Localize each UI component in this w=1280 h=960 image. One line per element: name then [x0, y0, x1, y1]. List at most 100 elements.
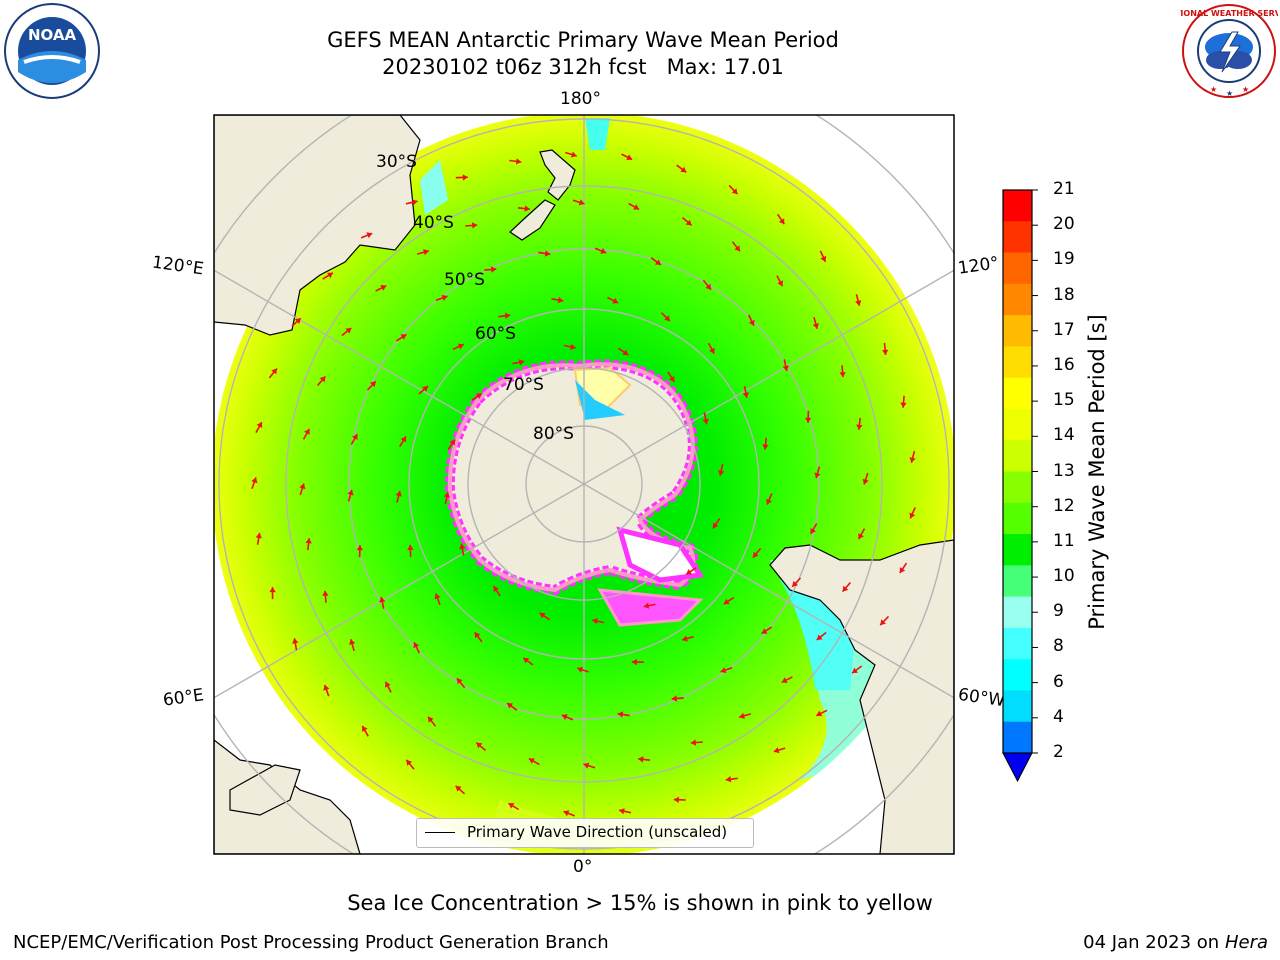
wave-arrow-head [524, 205, 530, 212]
wave-arrow-head [842, 585, 849, 592]
wave-arrow-head [528, 758, 535, 764]
colorbar-cell [1003, 346, 1032, 379]
wave-arrow-head [570, 151, 577, 158]
lon-label-180: 180° [560, 89, 601, 109]
wave-arrow-head [686, 569, 692, 575]
wave-arrow-head [504, 312, 511, 319]
wave-arrow-head [816, 634, 823, 640]
colorbar-tick-label: 18 [1053, 284, 1075, 305]
colorbar-cell [1003, 627, 1032, 660]
lat-label-40s: 40°S [413, 213, 454, 233]
wave-arrow-head [319, 376, 326, 383]
wave-arrow-head [816, 710, 823, 717]
wave-arrow-head [690, 739, 696, 746]
wave-arrow-head [379, 597, 386, 603]
wave-direction-arrows [251, 151, 916, 817]
wave-arrow-head [742, 392, 749, 398]
nws-logo-text: NATIONAL WEATHER SERVICE [1180, 9, 1278, 18]
wave-arrow-head [299, 483, 306, 490]
wave-arrow-head [449, 439, 456, 446]
wave-arrow-head [269, 587, 276, 593]
wave-arrow-head [544, 250, 551, 257]
svg-text:★: ★ [1242, 85, 1249, 94]
wave-arrow-head [251, 477, 258, 484]
colorbar-tick-label: 13 [1053, 460, 1075, 481]
wave-arrow-head [723, 598, 730, 605]
wave-arrow-head [462, 174, 468, 181]
wave-arrow-head [705, 283, 712, 290]
wave-arrow-head [459, 543, 466, 550]
wave-arrow-head [583, 762, 590, 769]
colorbar-cell [1003, 315, 1032, 347]
lat-label-30s: 30°S [376, 152, 417, 172]
wave-arrow-head [352, 434, 358, 440]
colorbar-tick-label: 8 [1053, 636, 1064, 657]
wave-arrow-head [709, 347, 715, 354]
wave-arrow-head [428, 716, 434, 723]
lon-label-0: 0° [573, 857, 593, 877]
wave-arrow-head [457, 343, 464, 350]
colorbar-tick-label: 9 [1053, 601, 1064, 622]
wave-arrow-head [256, 422, 263, 428]
wave-arrow-head [370, 381, 376, 388]
svg-text:★: ★ [1210, 85, 1217, 94]
wave-arrow-head [557, 296, 564, 304]
colorbar-tick-label: 16 [1053, 354, 1075, 375]
wave-arrow-head [899, 567, 906, 573]
wave-arrow-head [882, 349, 889, 355]
wave-arrow-head [814, 472, 821, 479]
wave-arrow-head [455, 785, 462, 792]
wave-arrow-head [255, 532, 262, 539]
noaa-logo: NOAA [4, 3, 100, 99]
wave-arrow-head [508, 803, 515, 809]
wave-arrow-head [909, 512, 916, 519]
wave-arrow-head [858, 533, 864, 540]
wave-arrow-head [523, 657, 530, 664]
wave-arrow-head [400, 436, 407, 443]
map-subtitle: 20230102 t06z 312h fcst Max: 17.01 [382, 55, 784, 79]
wave-arrow-head [349, 639, 356, 645]
wave-arrow-head [766, 498, 772, 505]
noaa-logo-text: NOAA [28, 26, 77, 44]
wave-arrow-head [516, 158, 522, 165]
wave-arrow-head [366, 232, 373, 239]
wave-arrow-head [862, 478, 869, 485]
wave-arrow-head [720, 667, 727, 674]
wave-arrow-head [664, 315, 670, 322]
wave-arrow-head [643, 602, 650, 609]
colorbar-tick-label: 15 [1053, 390, 1075, 411]
wave-arrow-head [612, 297, 619, 304]
colorbar-cell [1003, 221, 1032, 254]
wave-arrow-head [762, 444, 769, 450]
wave-arrow-head [400, 334, 407, 340]
wave-arrow-head [792, 580, 798, 587]
wave-arrow-head [804, 417, 812, 423]
colorbar-tick-label: 17 [1053, 319, 1075, 340]
wave-arrow-head [702, 418, 709, 425]
wave-arrow-head [327, 272, 333, 279]
footer-date-text: 04 Jan 2023 on [1083, 932, 1225, 953]
colorbar-tick-label: 20 [1053, 214, 1075, 235]
colorbar-cell [1003, 534, 1032, 566]
lat-label-70s: 70°S [503, 375, 544, 395]
legend-label: Primary Wave Direction (unscaled) [467, 823, 728, 841]
legend-line-swatch [425, 832, 455, 833]
wave-arrow-head [412, 199, 418, 206]
wave-arrow-head [682, 635, 688, 642]
footer-credit: NCEP/EMC/Verification Post Processing Pr… [13, 932, 609, 953]
nws-logo: NATIONAL WEATHER SERVICE ★ ★ ★ [1180, 4, 1278, 98]
wave-arrow-head [441, 294, 448, 301]
wave-arrow-head [855, 300, 862, 306]
wave-arrow-head [476, 742, 483, 749]
map-legend: Primary Wave Direction (unscaled) [416, 818, 754, 848]
wave-arrow-head [638, 756, 644, 763]
wave-arrow-head [761, 628, 768, 634]
wave-arrow-head [631, 658, 637, 666]
wave-arrow-head [739, 712, 745, 719]
colorbar-tick-label: 6 [1053, 671, 1064, 692]
wave-arrow-head [820, 255, 827, 262]
wave-arrow-head [323, 684, 330, 691]
wave-arrow-head [600, 248, 607, 254]
wave-arrow-head [734, 245, 740, 252]
wave-arrow-head [748, 319, 755, 326]
